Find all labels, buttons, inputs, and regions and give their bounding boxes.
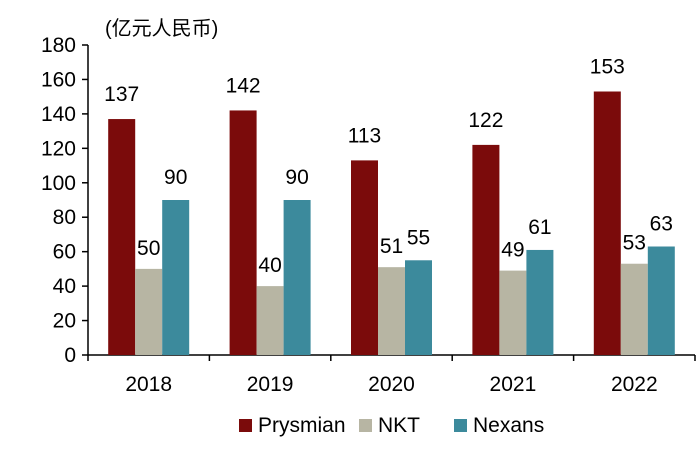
data-label: 137 — [104, 83, 139, 106]
legend-label-nexans: Nexans — [473, 414, 544, 437]
bar-nexans — [526, 249, 554, 355]
data-label: 90 — [285, 166, 308, 189]
bar-nkt — [620, 263, 648, 355]
data-label: 49 — [501, 239, 524, 262]
y-tick-label: 80 — [53, 206, 76, 229]
bar-prysmian — [229, 110, 257, 355]
data-label: 153 — [590, 56, 625, 79]
legend-swatch-prysmian — [239, 419, 252, 432]
data-label: 61 — [528, 216, 551, 239]
bar-nkt — [256, 286, 284, 355]
data-label: 63 — [650, 213, 673, 236]
data-label: 53 — [623, 232, 646, 255]
x-tick-label: 2019 — [247, 373, 294, 396]
data-label: 142 — [226, 74, 261, 97]
data-label: 51 — [380, 235, 403, 258]
bar-nexans — [162, 200, 190, 355]
data-label: 55 — [407, 226, 430, 249]
x-tick-label: 2022 — [611, 373, 658, 396]
x-tick-label: 2020 — [368, 373, 415, 396]
y-tick-label: 0 — [64, 344, 76, 367]
legend-swatch-nkt — [359, 419, 372, 432]
x-tick-label: 2018 — [125, 373, 172, 396]
bars-group — [108, 91, 675, 355]
bar-nexans — [405, 260, 432, 355]
bar-nexans — [283, 200, 311, 355]
data-label: 40 — [258, 254, 281, 277]
bar-prysmian — [108, 119, 136, 355]
unit-label: (亿元人民币) — [105, 17, 218, 40]
y-tick-label: 140 — [41, 103, 76, 126]
legend-label-nkt: NKT — [378, 414, 420, 437]
y-tick-label: 60 — [53, 241, 76, 264]
bar-prysmian — [351, 160, 378, 355]
legend-swatch-nexans — [454, 419, 467, 432]
bar-prysmian — [472, 144, 500, 355]
bar-nexans — [647, 246, 675, 355]
data-label: 113 — [348, 124, 381, 147]
legend-label-prysmian: Prysmian — [258, 414, 346, 437]
y-axis: 0 20 40 60 80 100 120 140 160 180 — [41, 34, 89, 367]
data-label: 122 — [468, 109, 503, 132]
y-tick-label: 40 — [53, 275, 76, 298]
legend: Prysmian NKT Nexans — [239, 414, 544, 437]
data-label: 50 — [137, 237, 160, 260]
bar-nkt — [378, 267, 405, 355]
data-label: 90 — [164, 166, 187, 189]
y-tick-label: 180 — [41, 34, 76, 57]
bar-prysmian — [593, 91, 621, 355]
bar-nkt — [135, 268, 163, 355]
y-tick-label: 100 — [41, 172, 76, 195]
x-tick-label: 2021 — [490, 373, 537, 396]
y-tick-label: 20 — [53, 310, 76, 333]
x-axis: 2018 2019 2020 2021 2022 — [87, 354, 696, 396]
bar-nkt — [499, 270, 527, 355]
y-tick-label: 160 — [41, 68, 76, 91]
y-tick-label: 120 — [41, 137, 76, 160]
